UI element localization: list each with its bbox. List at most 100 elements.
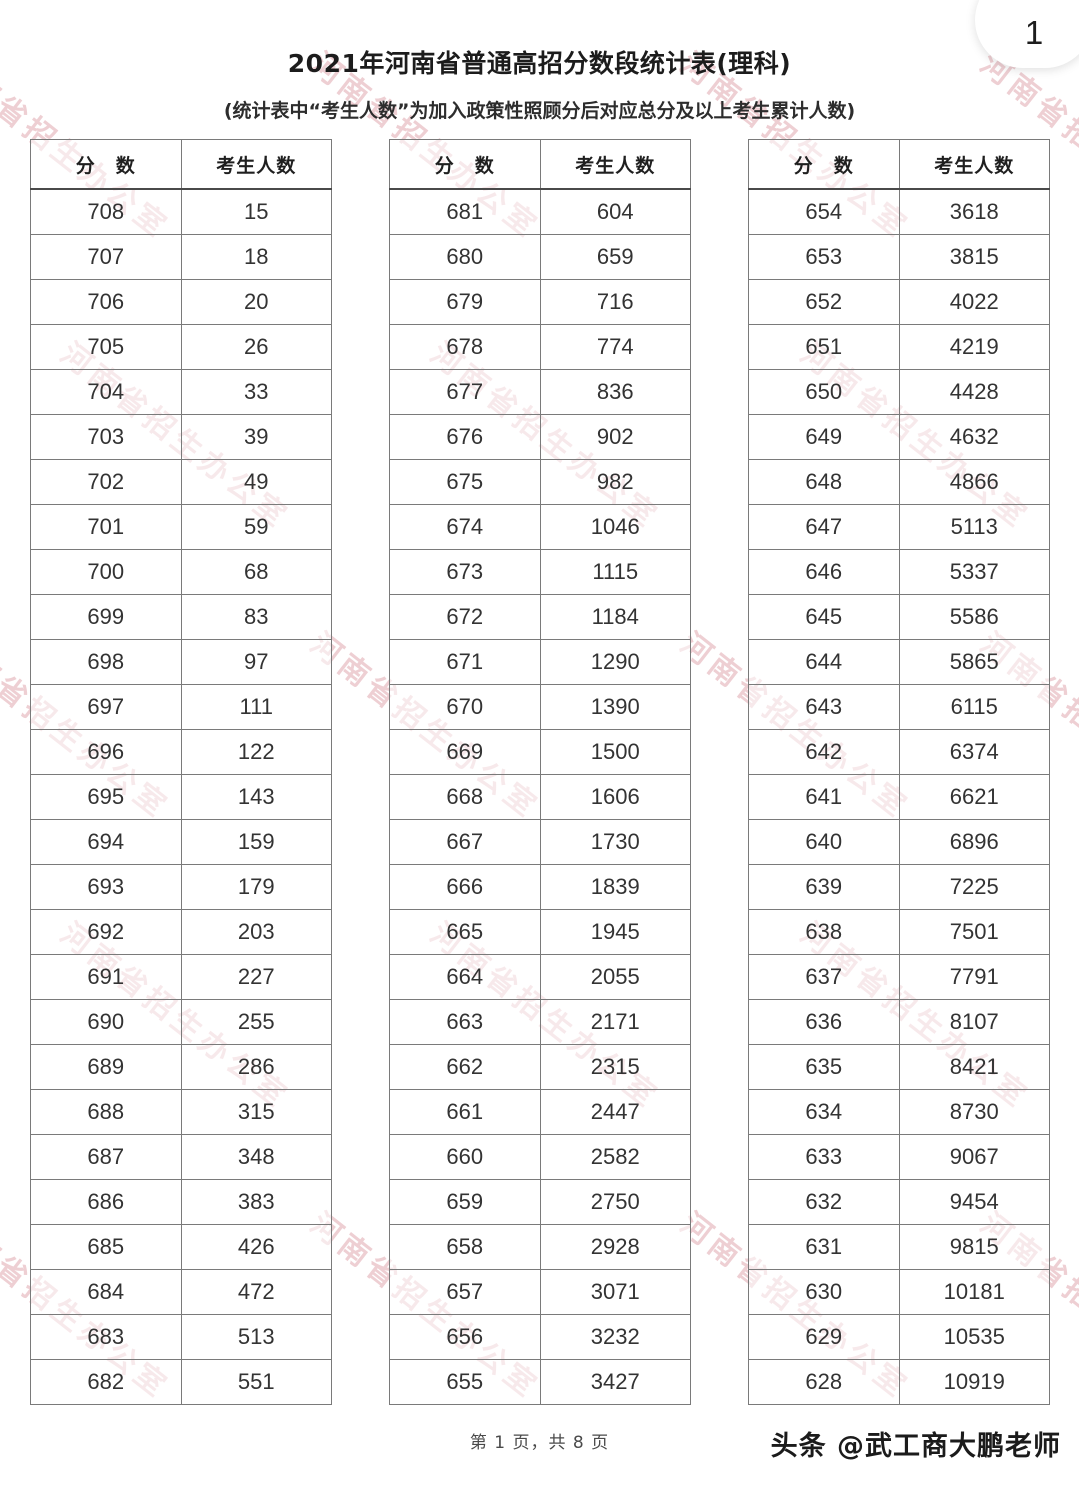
cell-count: 8107 <box>898 999 1050 1045</box>
table-row: 682 551 <box>30 1359 332 1405</box>
cell-count: 203 <box>180 909 332 955</box>
cell-score: 666 <box>389 864 541 910</box>
cell-score: 682 <box>30 1359 182 1405</box>
table-row: 707 18 <box>30 234 332 280</box>
page-number-badge: 1 <box>975 0 1079 68</box>
cell-score: 680 <box>389 234 541 280</box>
table-row: 704 33 <box>30 369 332 415</box>
cell-count: 902 <box>539 414 691 460</box>
table-row: 659 2750 <box>389 1179 691 1225</box>
table-row: 705 26 <box>30 324 332 370</box>
cell-score: 668 <box>389 774 541 820</box>
table-row: 641 6621 <box>748 774 1050 820</box>
cell-score: 705 <box>30 324 182 370</box>
cell-count: 604 <box>539 188 691 235</box>
table-row: 635 8421 <box>748 1044 1050 1090</box>
cell-score: 701 <box>30 504 182 550</box>
table-header-row: 分 数考生人数 <box>748 139 1050 190</box>
cell-count: 97 <box>180 639 332 685</box>
cell-score: 643 <box>748 684 900 730</box>
column-header-score: 分 数 <box>748 139 900 190</box>
pagination-label: 第 1 页，共 8 页 <box>469 1433 610 1453</box>
cell-count: 286 <box>180 1044 332 1090</box>
cell-score: 633 <box>748 1134 900 1180</box>
cell-score: 669 <box>389 729 541 775</box>
cell-count: 26 <box>180 324 332 370</box>
cell-score: 681 <box>389 188 541 235</box>
cell-score: 693 <box>30 864 182 910</box>
table-row: 695 143 <box>30 774 332 820</box>
cell-score: 684 <box>30 1269 182 1315</box>
table-row: 688 315 <box>30 1089 332 1135</box>
table-row: 675 982 <box>389 459 691 505</box>
cell-score: 647 <box>748 504 900 550</box>
cell-score: 658 <box>389 1224 541 1270</box>
cell-count: 20 <box>180 279 332 325</box>
cell-count: 10535 <box>898 1314 1050 1360</box>
table-row: 648 4866 <box>748 459 1050 505</box>
cell-count: 111 <box>180 684 332 730</box>
cell-score: 700 <box>30 549 182 595</box>
cell-count: 6896 <box>898 819 1050 865</box>
cell-score: 645 <box>748 594 900 640</box>
table-row: 628 10919 <box>748 1359 1050 1405</box>
table-row: 651 4219 <box>748 324 1050 370</box>
cell-count: 59 <box>180 504 332 550</box>
table-row: 661 2447 <box>389 1089 691 1135</box>
cell-count: 4632 <box>898 414 1050 460</box>
table-header-row: 分 数考生人数 <box>30 139 332 190</box>
table-row: 700 68 <box>30 549 332 595</box>
cell-count: 9454 <box>898 1179 1050 1225</box>
cell-count: 1730 <box>539 819 691 865</box>
table-row: 702 49 <box>30 459 332 505</box>
table-row: 666 1839 <box>389 864 691 910</box>
cell-score: 631 <box>748 1224 900 1270</box>
table-row: 664 2055 <box>389 954 691 1000</box>
table-row: 694 159 <box>30 819 332 865</box>
cell-score: 661 <box>389 1089 541 1135</box>
cell-count: 2055 <box>539 954 691 1000</box>
column-header-count: 考生人数 <box>539 139 691 190</box>
table-row: 629 10535 <box>748 1314 1050 1360</box>
table-row: 708 15 <box>30 188 332 235</box>
table-row: 699 83 <box>30 594 332 640</box>
table-row: 684 472 <box>30 1269 332 1315</box>
table-row: 654 3618 <box>748 188 1050 235</box>
cell-count: 5113 <box>898 504 1050 550</box>
table-row: 681 604 <box>389 188 691 235</box>
table-row: 631 9815 <box>748 1224 1050 1270</box>
cell-score: 698 <box>30 639 182 685</box>
cell-count: 3232 <box>539 1314 691 1360</box>
page-subtitle: (统计表中“考生人数”为加入政策性照顾分后对应总分及以上考生累计人数) <box>223 100 856 122</box>
cell-score: 695 <box>30 774 182 820</box>
cell-count: 33 <box>180 369 332 415</box>
cell-count: 716 <box>539 279 691 325</box>
table-row: 689 286 <box>30 1044 332 1090</box>
cell-count: 1046 <box>539 504 691 550</box>
cell-count: 227 <box>180 954 332 1000</box>
cell-count: 2447 <box>539 1089 691 1135</box>
cell-score: 674 <box>389 504 541 550</box>
score-table-1: 分 数考生人数 708 15 707 18 706 20 705 26 704 33 703 39 702… <box>30 139 332 1405</box>
cell-count: 6374 <box>898 729 1050 775</box>
cell-count: 348 <box>180 1134 332 1180</box>
cell-count: 4866 <box>898 459 1050 505</box>
cell-count: 513 <box>180 1314 332 1360</box>
table-row: 656 3232 <box>389 1314 691 1360</box>
table-row: 678 774 <box>389 324 691 370</box>
table-row: 655 3427 <box>389 1359 691 1405</box>
table-row: 697 111 <box>30 684 332 730</box>
cell-score: 686 <box>30 1179 182 1225</box>
cell-count: 659 <box>539 234 691 280</box>
cell-score: 691 <box>30 954 182 1000</box>
score-tables-container: 分 数考生人数 708 15 707 18 706 20 705 26 704 33 703 39 702… <box>30 139 1050 1405</box>
cell-count: 4022 <box>898 279 1050 325</box>
cell-score: 672 <box>389 594 541 640</box>
cell-score: 689 <box>30 1044 182 1090</box>
table-row: 634 8730 <box>748 1089 1050 1135</box>
cell-score: 630 <box>748 1269 900 1315</box>
cell-count: 179 <box>180 864 332 910</box>
cell-count: 143 <box>180 774 332 820</box>
cell-count: 2582 <box>539 1134 691 1180</box>
column-header-count: 考生人数 <box>180 139 332 190</box>
